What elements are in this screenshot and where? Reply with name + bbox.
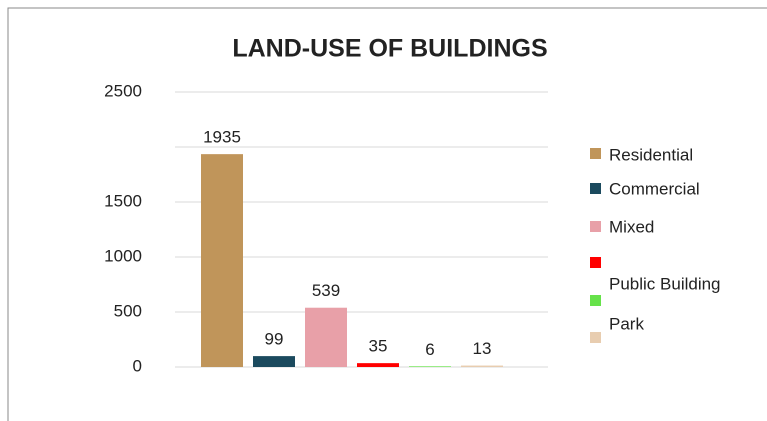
legend-label: Residential (609, 145, 693, 164)
chart-frame (7, 7, 767, 421)
data-label: 35 (369, 337, 388, 356)
legend-swatch (590, 183, 601, 194)
legend-swatch (590, 221, 601, 232)
data-label: 6 (425, 340, 434, 359)
legend-swatch (590, 257, 601, 268)
y-tick-label: 0 (133, 356, 142, 375)
legend-label: Mixed (609, 217, 654, 236)
bar (305, 307, 347, 367)
legend-label: Public Building (609, 274, 721, 293)
data-label: 1935 (203, 128, 241, 147)
bar (253, 356, 295, 367)
legend-swatch (590, 332, 601, 343)
legend-swatch (590, 295, 601, 306)
bar (461, 365, 503, 367)
legend-label: Park (609, 314, 644, 333)
legend-swatch (590, 148, 601, 159)
y-tick-label: 1500 (104, 191, 142, 210)
y-tick-label: 500 (114, 301, 142, 320)
legend-label: Commercial (609, 179, 700, 198)
chart-title: LAND-USE OF BUILDINGS (232, 35, 547, 63)
y-tick-label: 1000 (104, 246, 142, 265)
bar (409, 366, 451, 367)
data-label: 13 (473, 339, 492, 358)
data-label: 99 (265, 330, 284, 349)
bar (201, 154, 243, 367)
y-tick-label: 2500 (104, 81, 142, 100)
data-label: 539 (312, 281, 340, 300)
bar (357, 363, 399, 367)
